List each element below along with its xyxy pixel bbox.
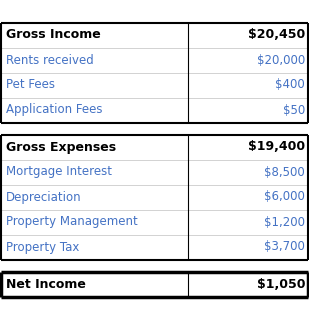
Text: $50: $50 <box>283 103 305 116</box>
Text: $400: $400 <box>275 78 305 92</box>
Text: $8,500: $8,500 <box>264 166 305 179</box>
Text: Depreciation: Depreciation <box>6 190 82 204</box>
Text: Net Income: Net Income <box>6 278 86 291</box>
Text: Property Tax: Property Tax <box>6 241 79 254</box>
Text: Pet Fees: Pet Fees <box>6 78 55 92</box>
Text: Rents received: Rents received <box>6 54 94 66</box>
Text: $20,450: $20,450 <box>248 28 305 41</box>
Text: Property Management: Property Management <box>6 216 138 228</box>
Text: $19,400: $19,400 <box>248 140 305 153</box>
Text: Application Fees: Application Fees <box>6 103 103 116</box>
Text: Mortgage Interest: Mortgage Interest <box>6 166 112 179</box>
Text: $3,700: $3,700 <box>264 241 305 254</box>
Text: Gross Income: Gross Income <box>6 28 101 41</box>
Text: $6,000: $6,000 <box>264 190 305 204</box>
Text: $20,000: $20,000 <box>257 54 305 66</box>
Text: Gross Expenses: Gross Expenses <box>6 140 116 153</box>
Text: $1,050: $1,050 <box>256 278 305 291</box>
Text: $1,200: $1,200 <box>264 216 305 228</box>
